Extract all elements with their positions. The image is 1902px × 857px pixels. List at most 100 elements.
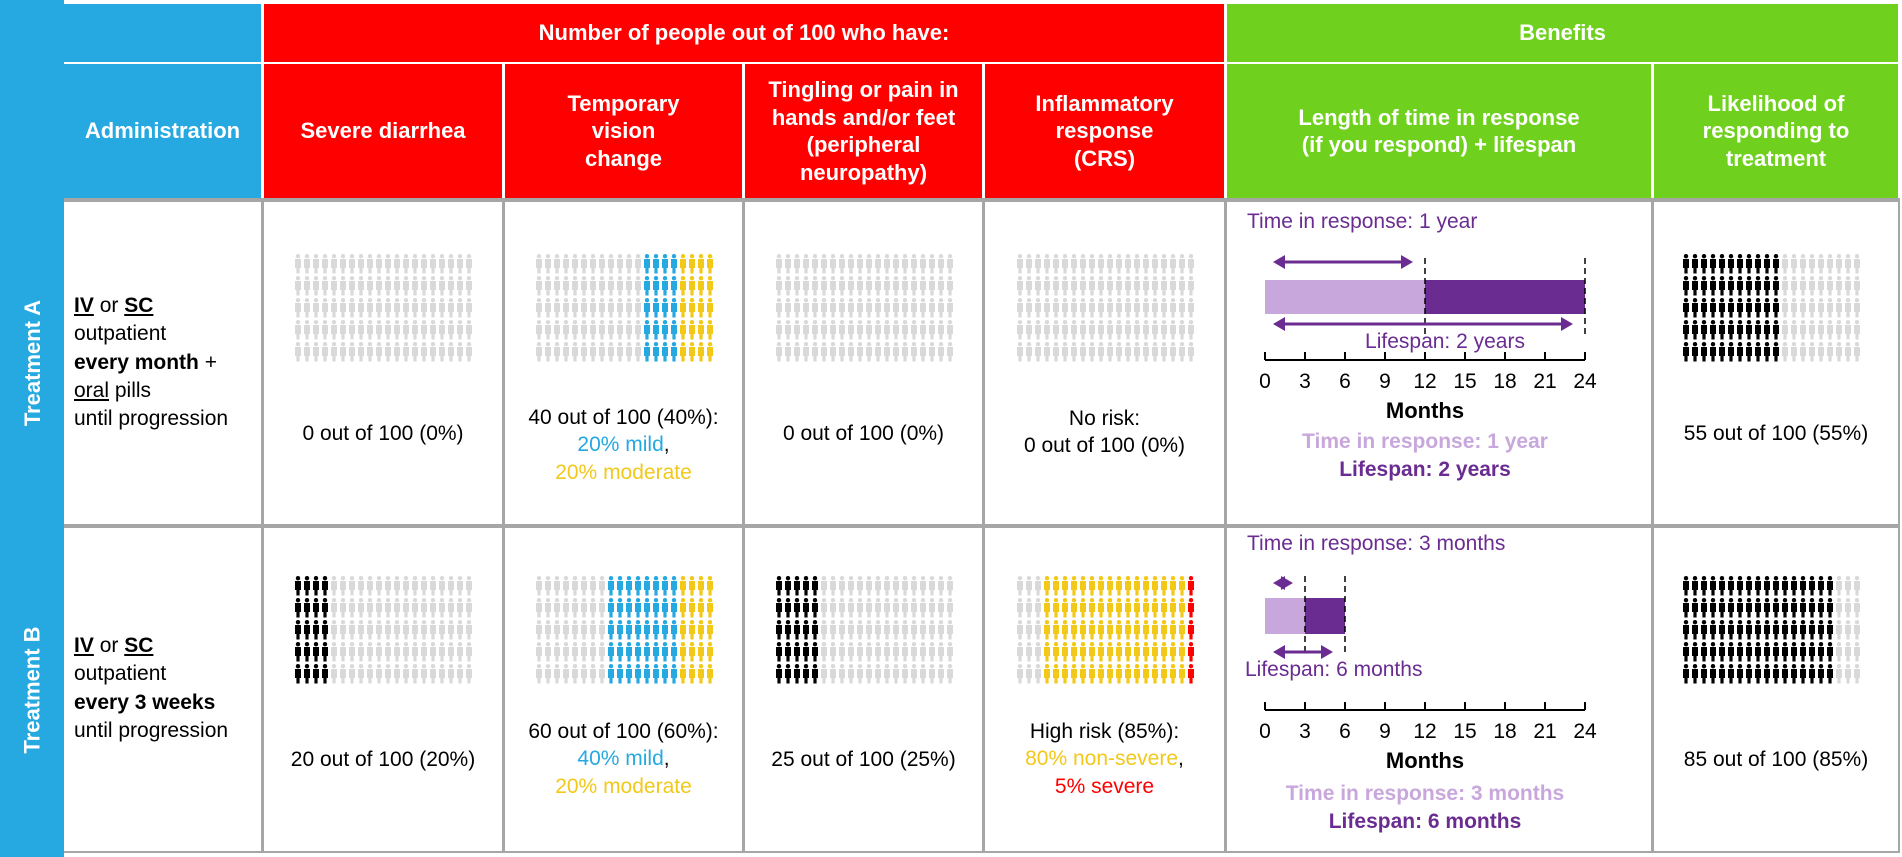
person-icon: [403, 598, 409, 618]
axis-tick-label: 15: [1453, 720, 1476, 743]
person-icon: [358, 298, 364, 318]
person-icon: [590, 320, 596, 340]
person-icon: [626, 254, 632, 274]
person-icon: [1143, 298, 1149, 318]
person-icon: [1773, 664, 1779, 684]
person-icon: [466, 642, 472, 662]
person-icon: [457, 576, 463, 596]
person-icon: [563, 620, 569, 640]
person-icon: [1107, 320, 1113, 340]
person-icon: [313, 276, 319, 296]
person-icon: [617, 598, 623, 618]
person-icon: [1125, 276, 1131, 296]
person-icon: [448, 298, 454, 318]
person-icon: [644, 254, 650, 274]
person-icon: [1044, 664, 1050, 684]
person-icon: [1737, 620, 1743, 640]
person-icon: [439, 254, 445, 274]
person-icon: [430, 664, 436, 684]
person-icon: [385, 254, 391, 274]
person-icon: [590, 664, 596, 684]
person-icon: [466, 664, 472, 684]
person-icon: [385, 598, 391, 618]
person-icon: [812, 298, 818, 318]
person-icon: [599, 576, 605, 596]
person-icon: [812, 342, 818, 362]
person-icon: [1116, 254, 1122, 274]
person-icon: [457, 598, 463, 618]
person-icon: [439, 342, 445, 362]
person-icon: [635, 320, 641, 340]
person-icon: [776, 620, 782, 640]
person-icon: [617, 664, 623, 684]
person-icon: [1755, 620, 1761, 640]
person-icon: [698, 576, 704, 596]
person-icon: [1746, 620, 1752, 640]
legend-lifespan: Lifespan: 2 years: [1339, 458, 1511, 481]
person-icon: [1827, 620, 1833, 640]
person-icon: [689, 664, 695, 684]
axis-tick-label: 24: [1573, 370, 1597, 393]
person-icon: [803, 620, 809, 640]
person-icon: [626, 664, 632, 684]
person-icon: [947, 598, 953, 618]
person-icon: [1782, 342, 1788, 362]
lifespan-bar: [1305, 598, 1345, 634]
person-icon: [1179, 642, 1185, 662]
person-icon: [439, 576, 445, 596]
person-icon: [1161, 664, 1167, 684]
person-icon: [1017, 664, 1023, 684]
person-icon: [785, 620, 791, 640]
person-icon: [1719, 298, 1725, 318]
person-icon: [902, 342, 908, 362]
person-icon: [599, 664, 605, 684]
person-icon: [1134, 254, 1140, 274]
person-icon: [1755, 598, 1761, 618]
person-icon: [322, 664, 328, 684]
person-icon: [313, 620, 319, 640]
person-icon: [599, 620, 605, 640]
person-icon: [1782, 598, 1788, 618]
axis-tick-label: 0: [1259, 720, 1271, 743]
person-icon: [617, 298, 623, 318]
person-icon: [304, 576, 310, 596]
person-icon: [340, 254, 346, 274]
person-icon: [1791, 642, 1797, 662]
person-icon: [1062, 320, 1068, 340]
lifespan-label: Lifespan: 2 years: [1365, 330, 1525, 353]
person-icon: [698, 342, 704, 362]
person-icon: [536, 598, 542, 618]
person-icon: [554, 664, 560, 684]
person-icon: [1782, 320, 1788, 340]
person-icon: [1179, 598, 1185, 618]
person-icon: [1737, 298, 1743, 318]
person-icon: [1764, 576, 1770, 596]
person-icon: [1017, 276, 1023, 296]
icon-grid: [1683, 576, 1860, 684]
person-icon: [1080, 342, 1086, 362]
person-icon: [1062, 276, 1068, 296]
person-icon: [617, 254, 623, 274]
person-icon: [439, 320, 445, 340]
response-arrow: [1273, 576, 1293, 590]
person-icon: [1818, 320, 1824, 340]
person-icon: [376, 342, 382, 362]
person-icon: [1719, 620, 1725, 640]
person-icon: [812, 254, 818, 274]
person-icon: [920, 642, 926, 662]
treatment-b-vision: 60 out of 100 (60%): 40% mild, 20% moder…: [505, 528, 742, 851]
person-icon: [1080, 598, 1086, 618]
person-icon: [1800, 320, 1806, 340]
person-icon: [1782, 664, 1788, 684]
person-icon: [821, 298, 827, 318]
person-icon: [911, 642, 917, 662]
axis-tick-label: 18: [1493, 370, 1516, 393]
person-icon: [794, 298, 800, 318]
person-icon: [1827, 276, 1833, 296]
person-icon: [1800, 298, 1806, 318]
person-icon: [938, 598, 944, 618]
person-icon: [707, 276, 713, 296]
person-icon: [608, 642, 614, 662]
person-icon: [653, 664, 659, 684]
person-icon: [1143, 642, 1149, 662]
